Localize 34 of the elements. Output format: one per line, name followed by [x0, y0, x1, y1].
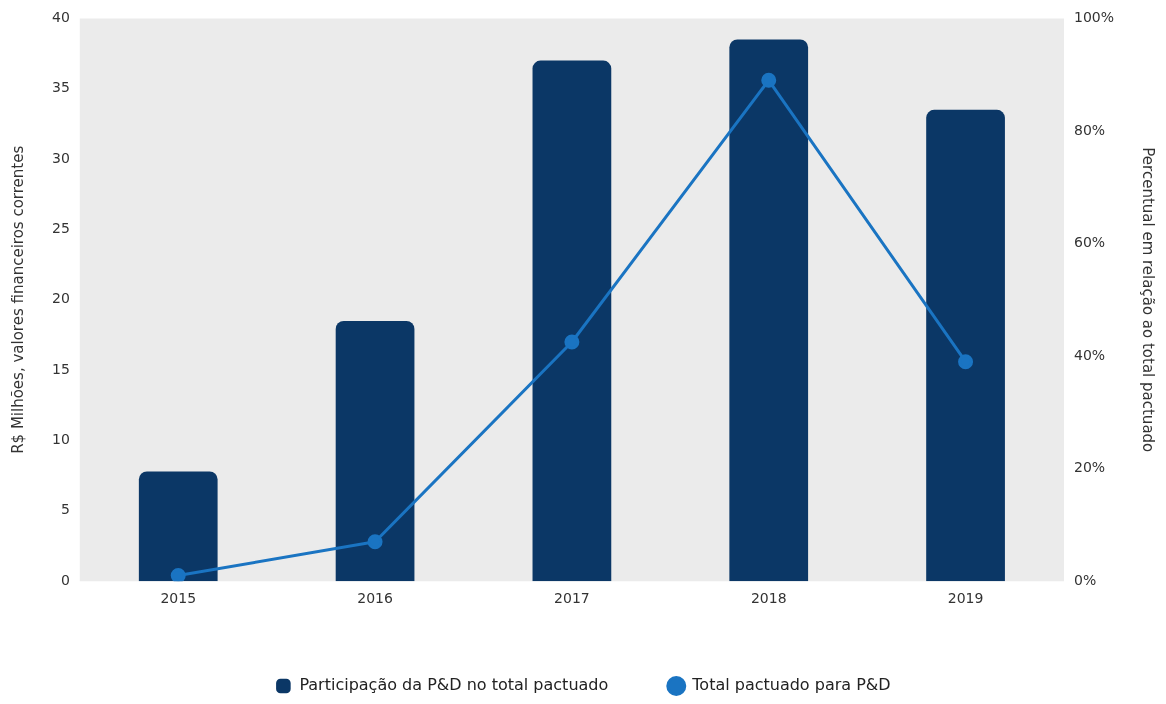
y-tick-label: 35 — [51, 79, 70, 96]
bar — [729, 39, 809, 582]
y-tick-label: 15 — [51, 360, 70, 377]
bar — [532, 60, 612, 582]
y-tick-label: 0 — [60, 571, 70, 588]
bar — [335, 320, 415, 582]
y2-axis-title: Percentual em relação ao total pactuado — [1139, 147, 1158, 453]
y-tick-label: 10 — [51, 431, 70, 448]
y2-tick-label: 20% — [1073, 459, 1106, 476]
y2-tick-label: 0% — [1073, 571, 1097, 588]
y-tick-label: 5 — [60, 501, 70, 518]
x-tick-label: 2018 — [750, 590, 787, 607]
legend-label: Total pactuado para P&D — [691, 675, 891, 695]
point — [367, 534, 383, 550]
x-tick-label: 2019 — [947, 590, 984, 607]
y2-tick-label: 60% — [1073, 234, 1106, 251]
y-axis-title: R$ Milhões, valores financeiros correntes — [8, 145, 27, 454]
point — [170, 568, 186, 582]
y2-tick-label: 80% — [1073, 121, 1106, 138]
y-tick-label: 40 — [51, 9, 70, 26]
y-tick-label: 30 — [51, 149, 70, 166]
legend-label: Participação da P&D no total pactuado — [299, 675, 609, 695]
bar — [138, 471, 218, 582]
x-tick-label: 2017 — [554, 590, 590, 607]
y-tick-label: 20 — [51, 290, 70, 307]
bar — [926, 109, 1005, 582]
y2-tick-label: 40% — [1073, 346, 1106, 363]
y-tick-label: 25 — [51, 220, 70, 237]
y2-tick-label: 100% — [1073, 9, 1115, 26]
x-tick-label: 2016 — [357, 590, 393, 607]
point — [564, 334, 580, 350]
x-tick-label: 2015 — [160, 590, 197, 607]
point — [958, 354, 974, 370]
point — [761, 72, 777, 88]
